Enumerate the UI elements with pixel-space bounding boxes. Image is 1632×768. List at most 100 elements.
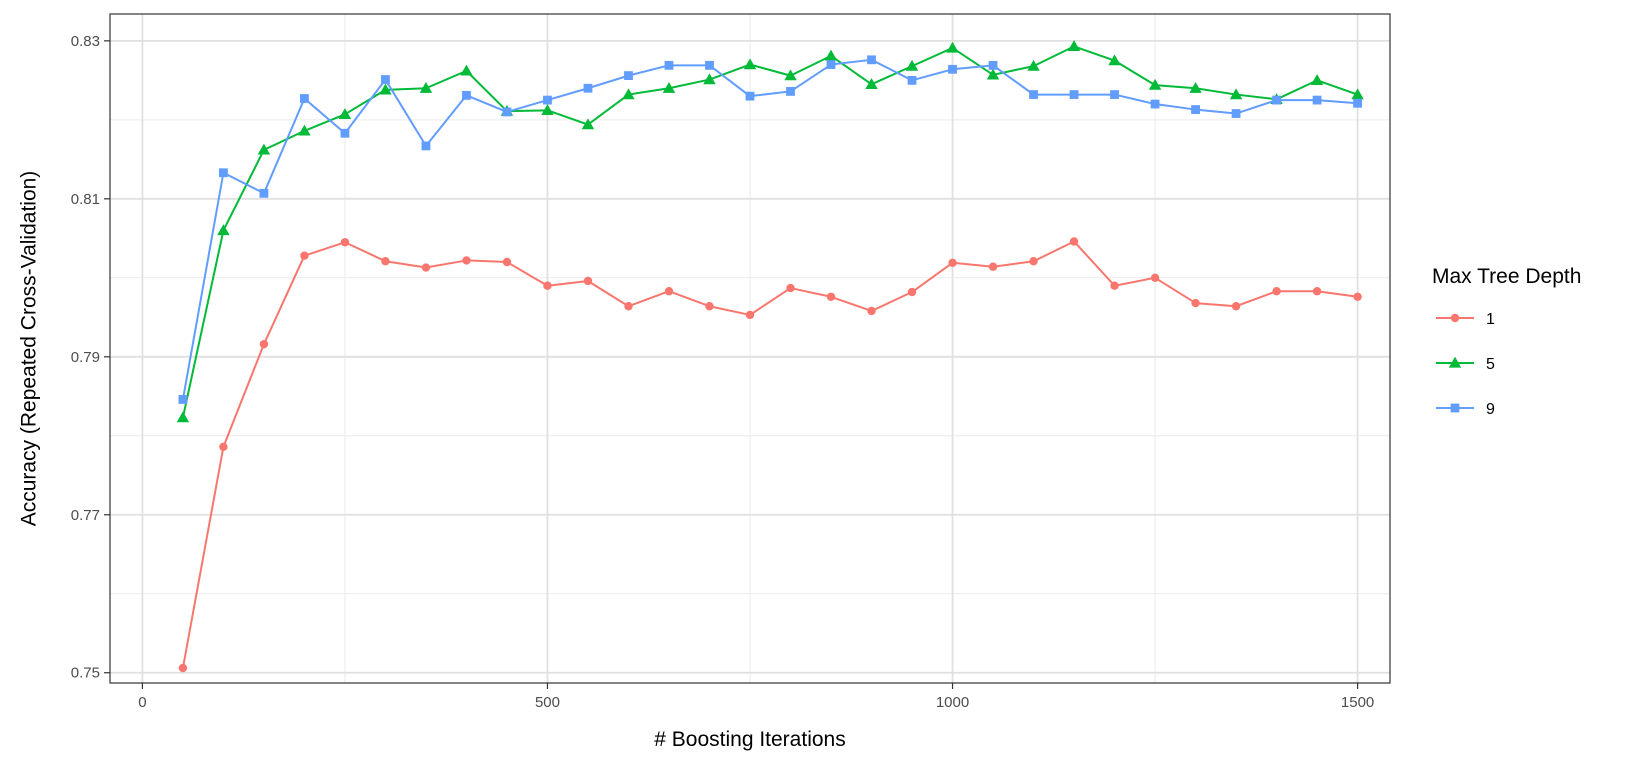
x-tick-label: 1000 xyxy=(936,694,969,711)
data-point-5 xyxy=(703,73,716,85)
data-point-1 xyxy=(300,251,309,260)
x-tick-label: 500 xyxy=(535,694,560,711)
data-point-1 xyxy=(421,263,431,272)
data-point-1 xyxy=(786,283,795,293)
legend-label: 5 xyxy=(1486,356,1495,373)
data-point-9 xyxy=(502,107,512,117)
data-point-9 xyxy=(1272,95,1281,105)
data-point-1 xyxy=(1231,302,1241,311)
data-point-5 xyxy=(662,82,676,93)
data-point-1 xyxy=(219,442,228,452)
axis-layer: 0 500 1000 1500 0.75 0.77 0.79 0.81 0.83 xyxy=(71,33,1374,711)
data-point-9 xyxy=(745,91,755,101)
data-point-5 xyxy=(1310,74,1324,85)
legend-title: Max Tree Depth xyxy=(1432,265,1581,288)
data-point-5 xyxy=(217,224,230,236)
series-9 xyxy=(178,55,1362,404)
data-point-9 xyxy=(340,128,350,138)
data-point-1 xyxy=(1312,287,1322,296)
data-point-1 xyxy=(948,258,957,268)
data-point-1 xyxy=(1353,292,1362,301)
x-tick-label: 0 xyxy=(138,694,146,711)
data-point-9 xyxy=(1191,105,1200,114)
data-point-9 xyxy=(259,188,269,198)
data-point-1 xyxy=(1029,257,1038,266)
data-point-9 xyxy=(826,60,836,69)
data-point-1 xyxy=(502,257,512,267)
data-point-5 xyxy=(379,83,392,95)
data-point-5 xyxy=(1067,40,1081,52)
data-point-9 xyxy=(624,71,633,81)
data-point-9 xyxy=(1029,90,1038,99)
y-tick-label: 0.83 xyxy=(71,33,100,50)
data-point-1 xyxy=(745,310,755,320)
data-point-5 xyxy=(622,88,635,100)
data-point-5 xyxy=(257,143,271,155)
data-point-5 xyxy=(338,108,352,119)
data-point-9 xyxy=(421,141,431,151)
series-line-5 xyxy=(181,45,1358,418)
data-point-1 xyxy=(826,292,836,301)
data-point-9 xyxy=(543,95,552,105)
series-5 xyxy=(176,40,1364,423)
data-point-9 xyxy=(1069,90,1079,99)
data-point-1 xyxy=(178,663,188,673)
data-point-9 xyxy=(462,90,471,100)
data-point-9 xyxy=(786,87,795,96)
legend: Max Tree Depth 1 5 9 xyxy=(1432,265,1581,418)
data-point-1 xyxy=(543,281,552,290)
data-point-5 xyxy=(1108,54,1121,66)
data-point-1 xyxy=(1150,273,1160,283)
data-point-5 xyxy=(946,41,959,53)
plot-panel-border xyxy=(109,13,1391,684)
series-line-9 xyxy=(181,58,1358,400)
data-point-5 xyxy=(581,118,595,130)
data-point-9 xyxy=(178,395,188,404)
data-point-1 xyxy=(462,256,471,265)
data-point-1 xyxy=(1069,237,1079,246)
data-point-1 xyxy=(1272,287,1281,296)
data-point-1 xyxy=(583,276,593,286)
legend-marker xyxy=(1450,313,1460,323)
data-point-5 xyxy=(986,68,1000,80)
y-tick-label: 0.75 xyxy=(71,665,100,682)
y-axis-title: Accuracy (Repeated Cross-Validation) xyxy=(18,171,41,527)
y-tick-label: 0.77 xyxy=(71,507,100,524)
data-point-5 xyxy=(905,59,919,71)
y-tick-label: 0.81 xyxy=(71,191,100,208)
data-point-5 xyxy=(824,49,838,61)
data-point-9 xyxy=(664,60,674,70)
data-point-5 xyxy=(298,124,311,136)
data-point-9 xyxy=(300,94,309,103)
data-point-5 xyxy=(1027,59,1040,71)
legend-item-5: 5 xyxy=(1436,356,1495,373)
data-point-9 xyxy=(1312,95,1322,105)
data-point-9 xyxy=(381,75,390,84)
series-1 xyxy=(178,237,1362,673)
series-line-1 xyxy=(181,240,1358,669)
legend-label: 1 xyxy=(1486,311,1495,328)
data-point-9 xyxy=(1353,98,1362,108)
data-point-1 xyxy=(624,302,633,311)
data-point-5 xyxy=(419,82,433,93)
data-point-9 xyxy=(1150,99,1160,109)
data-point-5 xyxy=(784,69,797,81)
data-point-9 xyxy=(583,83,593,93)
data-point-9 xyxy=(1231,109,1241,118)
data-point-1 xyxy=(259,339,269,349)
data-point-5 xyxy=(1351,88,1364,100)
data-point-5 xyxy=(865,78,878,89)
data-point-1 xyxy=(867,306,876,316)
data-point-9 xyxy=(988,60,998,70)
data-point-9 xyxy=(907,75,917,85)
legend-label: 9 xyxy=(1486,401,1495,418)
data-point-5 xyxy=(1189,82,1202,93)
legend-item-9: 9 xyxy=(1436,401,1495,418)
data-point-5 xyxy=(176,411,190,423)
data-point-9 xyxy=(1110,90,1119,99)
data-point-1 xyxy=(664,287,674,296)
x-tick-label: 1500 xyxy=(1341,694,1374,711)
data-point-9 xyxy=(948,64,957,74)
